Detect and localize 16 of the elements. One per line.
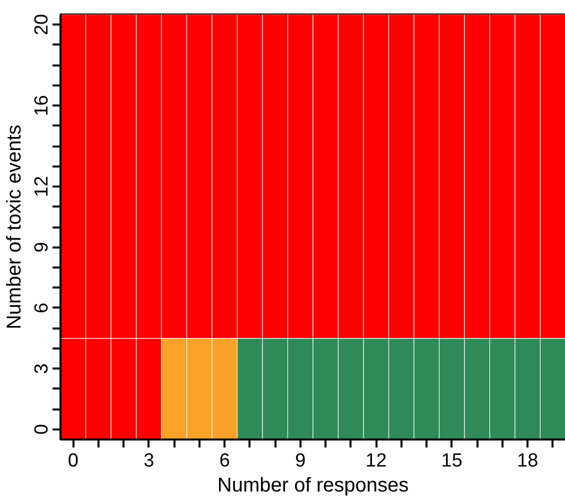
y-tick-label: 16	[32, 95, 52, 116]
x-tick-label: 6	[219, 450, 230, 472]
x-tick-label: 12	[366, 450, 387, 472]
x-tick-label: 15	[441, 450, 462, 472]
y-tick-label: 9	[32, 242, 52, 253]
y-axis-title: Number of toxic events	[4, 124, 26, 330]
y-tick-label: 12	[32, 176, 52, 198]
x-tick-label: 18	[517, 450, 538, 472]
x-tick-label: 3	[144, 450, 154, 472]
y-tick-label: 6	[32, 302, 52, 314]
x-axis-title: Number of responses	[217, 474, 409, 496]
y-tick-label: 3	[32, 363, 52, 374]
x-tick-label: 0	[68, 450, 78, 472]
x-tick-label: 9	[295, 450, 306, 472]
y-tick-label: 0	[32, 424, 52, 435]
y-tick-label: 20	[32, 14, 52, 36]
